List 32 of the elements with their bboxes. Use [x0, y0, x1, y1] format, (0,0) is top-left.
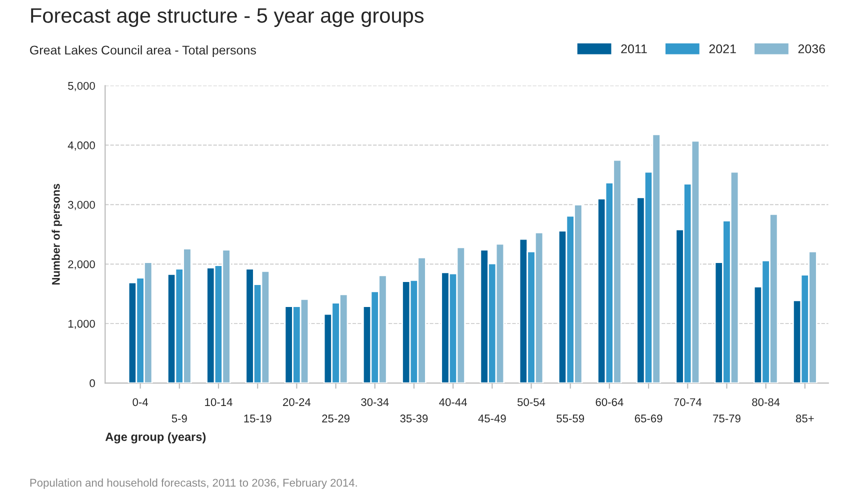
x-tick-label: 45-49: [478, 414, 506, 422]
x-tick-label: 25-29: [322, 414, 350, 422]
x-tick-label: 55-59: [556, 414, 584, 422]
x-tick-label: 40-44: [439, 398, 467, 406]
legend-label: 2036: [798, 44, 825, 54]
x-tick-label: 10-14: [205, 398, 232, 406]
x-tick-label: 70-74: [674, 398, 702, 406]
x-tick-label: 80-84: [752, 398, 780, 406]
legend-label: 2011: [621, 44, 647, 54]
x-tick-label: 65-69: [634, 414, 662, 422]
text: Population and household forecasts, 2011 to 2036, February 2014.: [30, 478, 357, 489]
x-tick-label: 85+: [796, 414, 814, 422]
y-tick-label: 4,000: [68, 141, 95, 151]
chart-title: Forecast age structure - 5 year age groups: [31, 8, 424, 27]
x-tick-label: 0-4: [132, 398, 148, 406]
y-axis-title: Number of persons: [52, 184, 62, 285]
x-tick-label: 50-54: [518, 398, 546, 406]
x-tick-label: 30-34: [361, 398, 389, 406]
legend-label: 2021: [709, 44, 736, 54]
y-tick-label: 2,000: [68, 260, 95, 270]
y-tick-label: 0: [90, 379, 95, 388]
x-tick-label: 35-39: [400, 414, 428, 422]
x-tick-label: 20-24: [283, 398, 311, 406]
x-tick-label: 5-9: [172, 414, 187, 422]
y-tick-label: 3,000: [68, 200, 95, 210]
x-axis-title: Age group (years): [105, 432, 206, 444]
chart-subtitle: Great Lakes Council area - Total persons: [30, 45, 256, 58]
x-tick-label: 60-64: [596, 398, 624, 406]
y-tick-label: 5,000: [68, 82, 95, 92]
y-tick-label: 1,000: [68, 320, 95, 330]
x-tick-label: 15-19: [244, 414, 272, 422]
x-tick-label: 75-79: [713, 414, 740, 422]
